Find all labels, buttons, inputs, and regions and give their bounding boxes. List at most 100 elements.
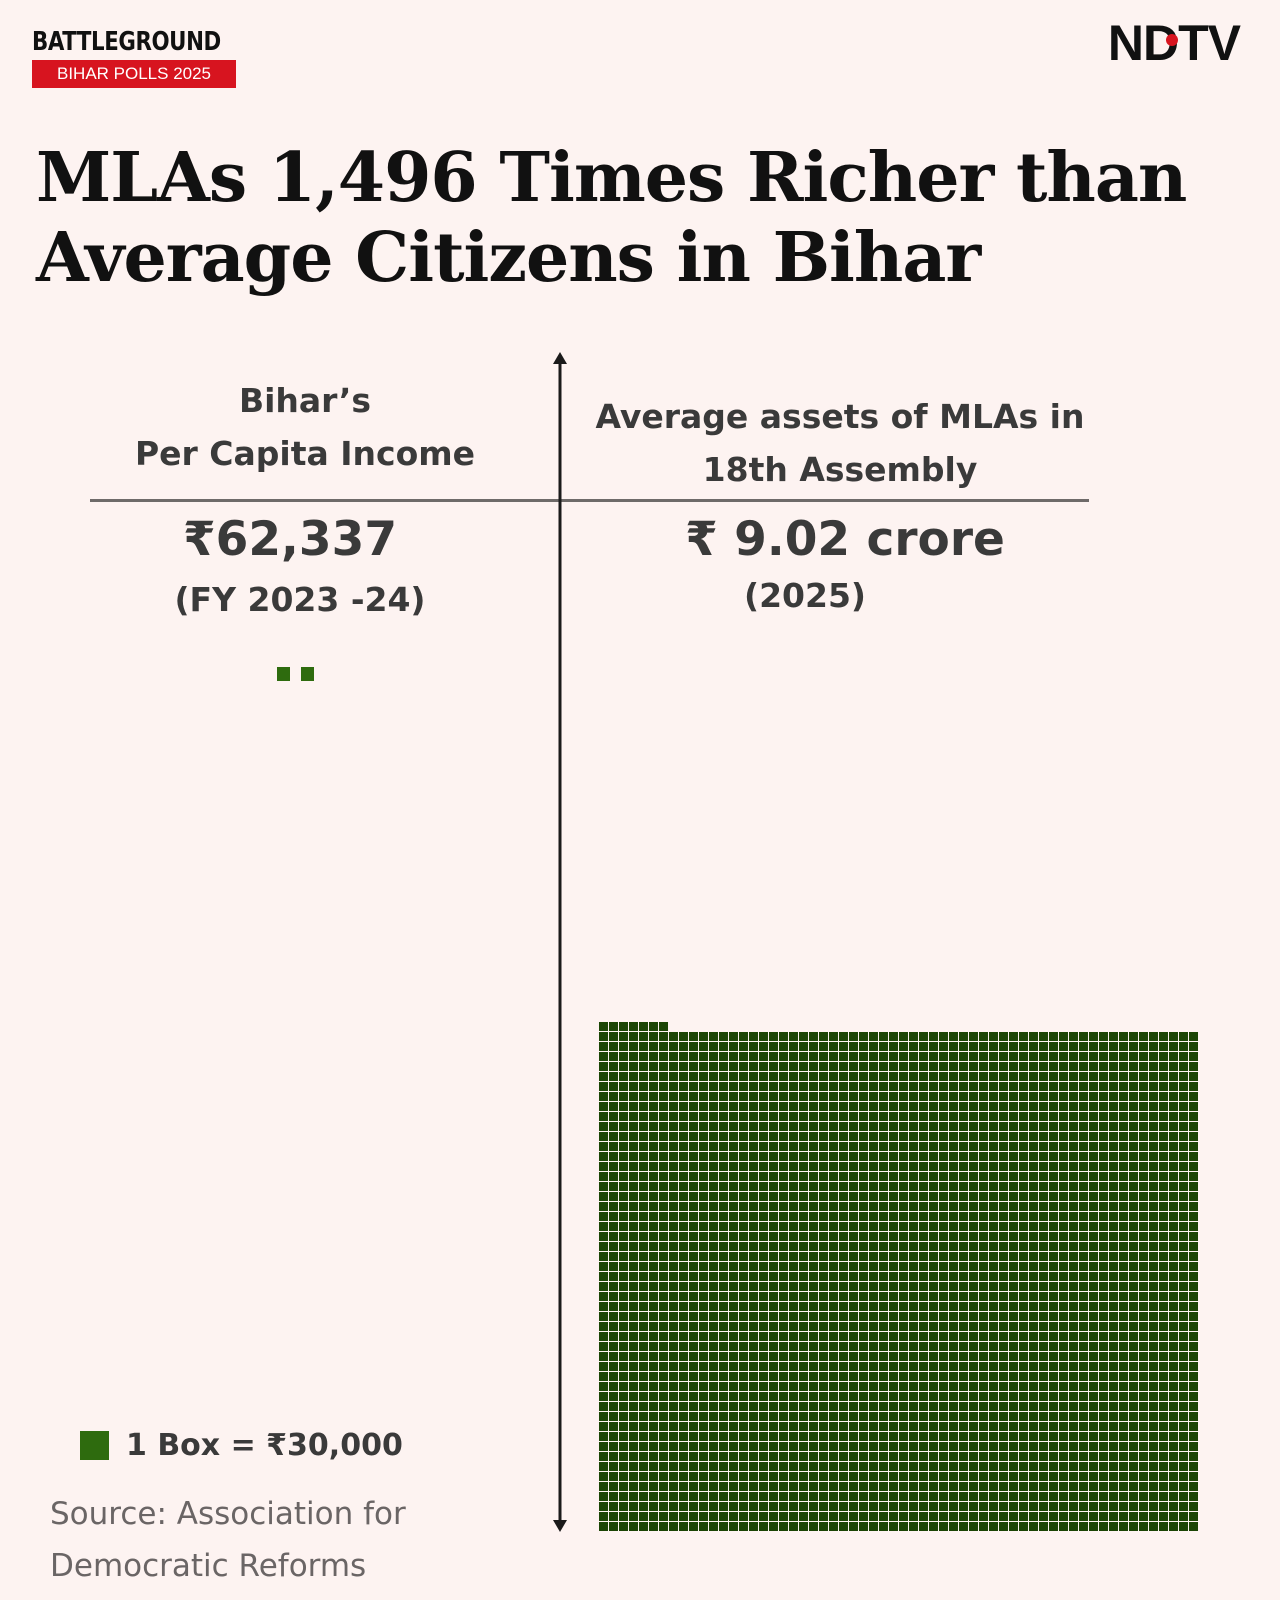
asset-box	[859, 1082, 868, 1091]
asset-box	[1129, 1282, 1138, 1291]
asset-box	[1089, 1172, 1098, 1181]
asset-box	[609, 1402, 618, 1411]
asset-box	[649, 1082, 658, 1091]
asset-box	[759, 1372, 768, 1381]
asset-box	[659, 1452, 668, 1461]
asset-box	[859, 1512, 868, 1521]
asset-box	[829, 1292, 838, 1301]
asset-box	[729, 1132, 738, 1141]
asset-box	[599, 1342, 608, 1351]
asset-box	[989, 1512, 998, 1521]
asset-box	[679, 1282, 688, 1291]
asset-box	[869, 1222, 878, 1231]
asset-box	[1169, 1312, 1178, 1321]
asset-box	[649, 1492, 658, 1501]
asset-box	[689, 1132, 698, 1141]
asset-box	[1069, 1202, 1078, 1211]
asset-box	[769, 1482, 778, 1491]
asset-box	[819, 1492, 828, 1501]
asset-box	[1049, 1182, 1058, 1191]
asset-box	[689, 1282, 698, 1291]
asset-box	[619, 1412, 628, 1421]
asset-box	[659, 1312, 668, 1321]
asset-box	[899, 1072, 908, 1081]
asset-box	[879, 1432, 888, 1441]
asset-box	[699, 1272, 708, 1281]
asset-box	[679, 1292, 688, 1301]
asset-box	[759, 1412, 768, 1421]
asset-box	[639, 1402, 648, 1411]
asset-box	[999, 1082, 1008, 1091]
asset-box	[789, 1172, 798, 1181]
asset-box	[1079, 1482, 1088, 1491]
asset-box	[749, 1462, 758, 1471]
asset-box	[1179, 1442, 1188, 1451]
asset-box	[989, 1142, 998, 1151]
asset-box	[979, 1192, 988, 1201]
asset-box	[959, 1112, 968, 1121]
asset-box	[919, 1222, 928, 1231]
asset-box	[939, 1522, 948, 1531]
asset-box	[709, 1282, 718, 1291]
asset-box	[719, 1322, 728, 1331]
asset-box	[839, 1182, 848, 1191]
asset-box	[1079, 1082, 1088, 1091]
asset-box	[879, 1042, 888, 1051]
asset-box	[929, 1332, 938, 1341]
asset-box	[879, 1232, 888, 1241]
asset-box	[939, 1132, 948, 1141]
asset-box	[889, 1422, 898, 1431]
asset-box	[1179, 1142, 1188, 1151]
asset-box	[849, 1442, 858, 1451]
asset-box	[1109, 1262, 1118, 1271]
asset-box	[899, 1392, 908, 1401]
asset-box	[1069, 1382, 1078, 1391]
asset-box	[699, 1302, 708, 1311]
asset-box	[709, 1492, 718, 1501]
asset-box	[939, 1322, 948, 1331]
asset-box	[839, 1232, 848, 1241]
asset-box	[1149, 1222, 1158, 1231]
asset-box	[749, 1232, 758, 1241]
asset-box	[889, 1202, 898, 1211]
asset-box	[769, 1102, 778, 1111]
asset-box	[1099, 1232, 1108, 1241]
asset-box	[599, 1502, 608, 1511]
asset-box	[949, 1182, 958, 1191]
asset-box	[739, 1192, 748, 1201]
asset-box	[759, 1452, 768, 1461]
asset-box	[869, 1472, 878, 1481]
asset-box	[689, 1252, 698, 1261]
asset-box	[679, 1222, 688, 1231]
asset-box	[849, 1232, 858, 1241]
asset-box	[599, 1112, 608, 1121]
asset-box	[629, 1262, 638, 1271]
asset-box	[829, 1222, 838, 1231]
asset-box	[749, 1392, 758, 1401]
asset-box	[829, 1512, 838, 1521]
asset-box	[1149, 1492, 1158, 1501]
asset-box	[609, 1162, 618, 1171]
asset-box	[969, 1042, 978, 1051]
asset-box	[629, 1192, 638, 1201]
asset-box	[1079, 1262, 1088, 1271]
asset-box	[669, 1432, 678, 1441]
asset-box	[1069, 1442, 1078, 1451]
asset-box	[679, 1442, 688, 1451]
asset-box	[779, 1442, 788, 1451]
asset-box	[919, 1422, 928, 1431]
asset-box	[639, 1292, 648, 1301]
asset-box	[1179, 1472, 1188, 1481]
asset-box	[1179, 1242, 1188, 1251]
asset-box	[689, 1452, 698, 1461]
asset-box	[1119, 1322, 1128, 1331]
asset-box	[839, 1322, 848, 1331]
asset-box	[899, 1482, 908, 1491]
asset-box	[1079, 1142, 1088, 1151]
asset-box	[979, 1282, 988, 1291]
asset-box	[939, 1032, 948, 1041]
asset-box	[789, 1252, 798, 1261]
asset-box	[899, 1062, 908, 1071]
asset-box	[779, 1162, 788, 1171]
asset-box	[889, 1252, 898, 1261]
